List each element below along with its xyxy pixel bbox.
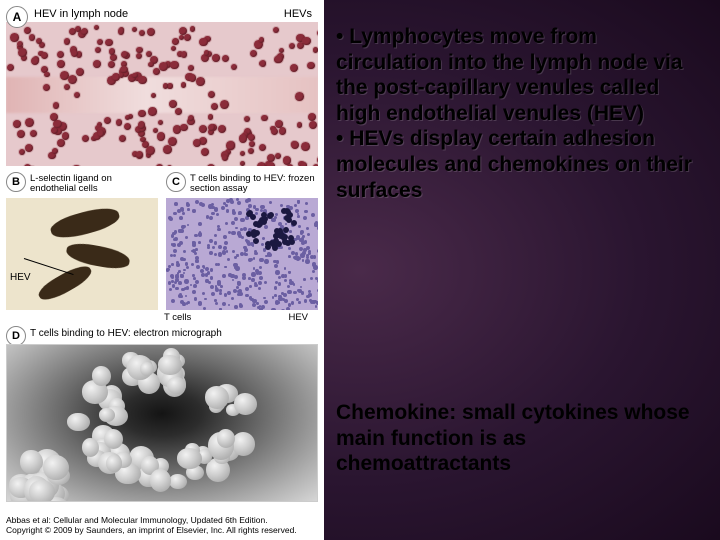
- panel-c-bottom-left: T cells: [164, 312, 191, 323]
- bullet-1: • Lymphocytes move from circulation into…: [336, 24, 706, 126]
- panel-c-badge: C: [166, 172, 186, 192]
- panel-a-badge: A: [6, 6, 28, 28]
- panel-c-caption: T cells binding to HEV: frozen section a…: [190, 174, 318, 195]
- panel-d: D T cells binding to HEV: electron micro…: [6, 326, 318, 502]
- row-bc: HEV B L-selectin ligand on endothelial c…: [6, 172, 318, 312]
- bullet-2: • HEVs display certain adhesion molecule…: [336, 126, 706, 203]
- panel-c: C T cells binding to HEV: frozen section…: [166, 172, 318, 312]
- credit-line-2: Copyright © 2009 by Saunders, an imprint…: [6, 526, 297, 536]
- panel-b-badge: B: [6, 172, 26, 192]
- panel-b-image: HEV: [6, 198, 158, 310]
- panel-a-caption-left: HEV in lymph node: [34, 8, 128, 20]
- panel-d-badge: D: [6, 326, 26, 346]
- figure-credit: Abbas et al: Cellular and Molecular Immu…: [6, 516, 297, 536]
- definition-text: Chemokine: small cytokines whose main fu…: [336, 400, 706, 477]
- bullet-text: • Lymphocytes move from circulation into…: [336, 24, 706, 203]
- panel-b: HEV B L-selectin ligand on endothelial c…: [6, 172, 158, 312]
- panel-b-callout: HEV: [10, 272, 31, 283]
- panel-c-image: [166, 198, 318, 310]
- panel-a: A HEV in lymph node HEVs: [6, 6, 318, 166]
- panel-d-image: [6, 344, 318, 502]
- bullet-2-text: HEVs display certain adhesion molecules …: [336, 127, 692, 201]
- panel-c-bottom-labels: T cells HEV: [160, 312, 312, 323]
- bullet-1-text: Lymphocytes move from circulation into t…: [336, 25, 683, 125]
- panel-a-image: [6, 22, 318, 166]
- panel-d-caption: T cells binding to HEV: electron microgr…: [30, 328, 222, 339]
- panel-a-caption-right: HEVs: [284, 8, 312, 20]
- panel-c-bottom-right: HEV: [288, 312, 308, 323]
- figure-panel: A HEV in lymph node HEVs HEV B L-selecti…: [0, 0, 324, 540]
- panel-b-caption: L-selectin ligand on endothelial cells: [30, 174, 158, 195]
